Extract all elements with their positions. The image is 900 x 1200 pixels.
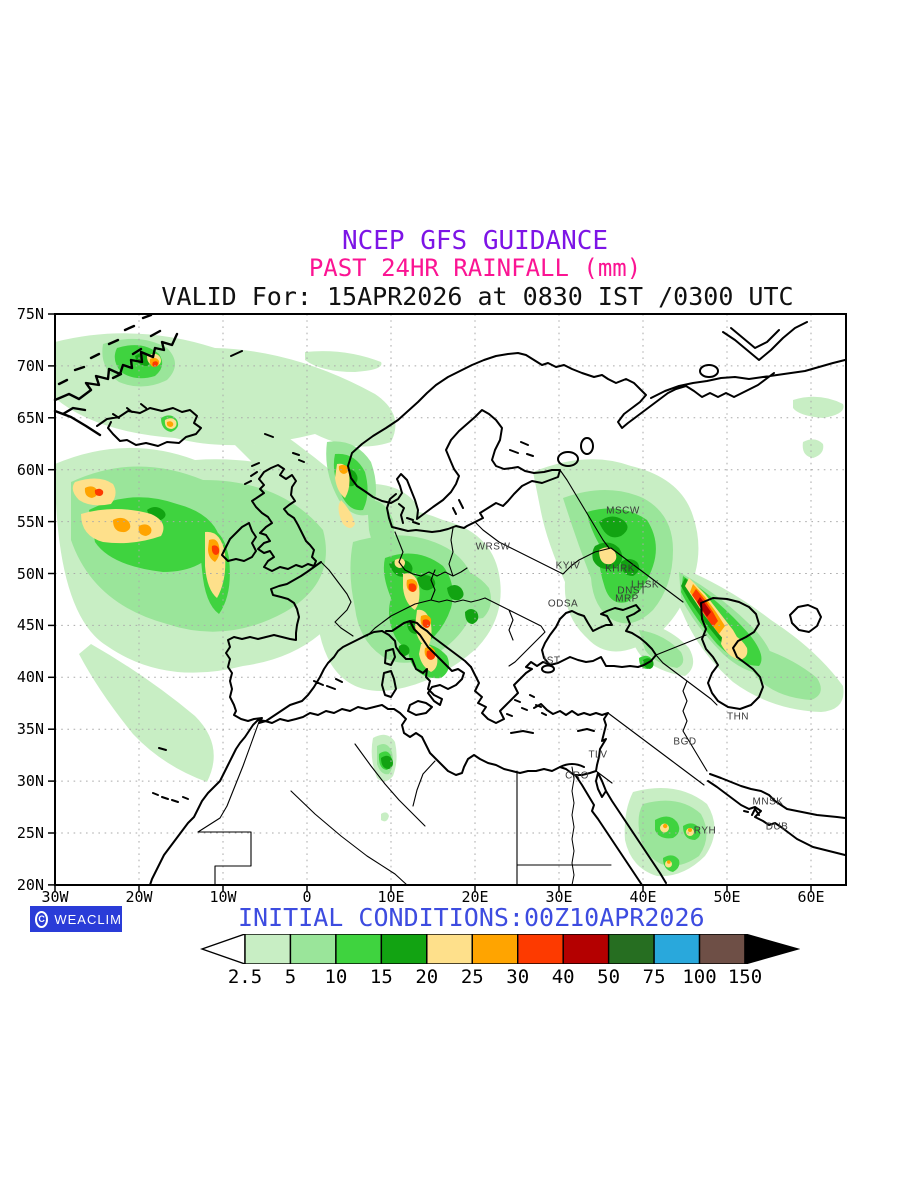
borders-layer (197, 469, 718, 886)
iberia-france-coast (225, 561, 383, 724)
weather-map (48, 313, 847, 892)
lat-tick-label: 30N (16, 772, 44, 791)
map-area: MSCW WRSW KYIV KHRK LHSK DNST MRP ODSA IST THN BGD… (48, 313, 847, 892)
city-label-kyiv: KYIV (555, 560, 581, 572)
logo-text: WEACLIM (54, 911, 122, 927)
map-frame (54, 313, 847, 886)
longitude-axis: 30W 20W 10W 0 10E 20E 30E 40E 50E 60E (41, 888, 846, 908)
lon-tick-label: 0 (302, 888, 312, 906)
city-label-bgd: BGD (673, 736, 697, 748)
colorbar-value: 2.5 (227, 966, 263, 988)
latitude-axis: 75N 70N 65N 60N 55N 50N 45N 40N 35N 30N 25N 20N (10, 305, 46, 894)
lon-tick-label: 10W (209, 888, 237, 906)
colorbar-value: 5 (284, 966, 297, 988)
lat-tick-label: 20N (16, 875, 44, 894)
lon-tick-label: 50E (713, 888, 741, 906)
city-label-mscw: MSCW (606, 505, 640, 517)
colorbar-scale (199, 933, 801, 965)
lat-tick-label: 65N (16, 408, 44, 427)
africa-borders (197, 718, 612, 886)
colorbar-value: 100 (682, 966, 717, 988)
coastlines-layer (53, 313, 846, 886)
lon-tick-label: 40E (629, 888, 657, 906)
copyright-icon: C (35, 910, 49, 928)
lon-tick-label: 20W (125, 888, 153, 906)
lat-tick-label: 40N (16, 668, 44, 687)
nile-river (571, 766, 575, 886)
greece-aegean-coast (470, 661, 555, 734)
lat-tick-label: 60N (16, 460, 44, 479)
rainfall-layer (55, 333, 844, 877)
city-label-wrsw: WRSW (475, 541, 511, 553)
city-label-dub: DUB (765, 821, 789, 833)
lon-tick-label: 20E (461, 888, 489, 906)
city-label-tlv: TLV (588, 749, 608, 761)
city-label-mnsk: MNSK (752, 796, 784, 808)
lon-tick-label: 60E (797, 888, 825, 906)
page-title: NCEP GFS GUIDANCE (341, 226, 609, 256)
axis-ticks (48, 313, 812, 892)
lat-tick-label: 70N (16, 356, 44, 375)
british-isles-coast (221, 462, 317, 572)
underflow-arrow (199, 933, 246, 965)
lat-tick-label: 45N (16, 616, 44, 635)
valid-time-line: VALID For: 15APR2026 at 0830 IST /0300 U… (161, 282, 794, 311)
lat-tick-label: 35N (16, 720, 44, 739)
city-label-mrp: MRP (615, 593, 639, 605)
lat-tick-label: 75N (16, 305, 44, 323)
scandinavia-arctic-coast (347, 321, 846, 493)
mediterranean-south-coast (257, 703, 609, 776)
political-borders (320, 469, 718, 786)
colorbar-value: 15 (369, 966, 393, 988)
city-label-ryh: RYH (693, 825, 717, 837)
baltic-coast (365, 409, 594, 533)
lat-tick-label: 55N (16, 512, 44, 531)
colorbar-value: 50 (597, 966, 621, 988)
initial-conditions-line: INITIAL CONDITIONS:00Z10APR2026 (238, 903, 705, 932)
colorbar-value: 150 (727, 966, 763, 988)
city-label-lhsk: LHSK (630, 579, 660, 591)
red-sea-coast (559, 763, 667, 886)
city-label-dnst: DNST (617, 585, 647, 597)
greenland-coast (53, 313, 179, 437)
lat-tick-label: 50N (16, 564, 44, 583)
page-subtitle: PAST 24HR RAINFALL (mm) (308, 254, 642, 282)
colorbar-value: 40 (551, 966, 575, 988)
caspian-aral-coast (700, 597, 822, 710)
persian-gulf-coast (707, 773, 846, 856)
small-islands (230, 350, 305, 463)
colorbar-value: 20 (415, 966, 439, 988)
city-label-odsa: ODSA (547, 598, 579, 610)
colorbar-value: 75 (642, 966, 666, 988)
lon-tick-label: 30E (545, 888, 573, 906)
rainfall-colorbar: 2.5 5 10 15 20 25 30 40 50 75 100 150 (199, 933, 801, 992)
city-label-thn: THN (726, 711, 750, 723)
colorbar-value: 30 (506, 966, 530, 988)
colorbar-cells (244, 933, 746, 965)
lon-tick-label: 30W (41, 888, 69, 906)
colorbar-labels: 2.5 5 10 15 20 25 30 40 50 75 100 150 (200, 966, 800, 990)
italy-coast (381, 620, 472, 716)
city-label-ist: IST (543, 655, 561, 667)
black-sea-coast (541, 604, 657, 668)
africa-atlantic-coast (149, 719, 259, 886)
weaclim-logo: C WEACLIM (30, 906, 122, 932)
city-label-cro: CRO (565, 770, 589, 782)
colorbar-value: 25 (460, 966, 484, 988)
overflow-arrow (744, 933, 801, 965)
lon-tick-label: 10E (377, 888, 405, 906)
iceland-coast (96, 403, 202, 447)
colorbar-value: 10 (324, 966, 348, 988)
lat-tick-label: 25N (16, 824, 44, 842)
city-label-khrk: KHRK (605, 563, 635, 575)
